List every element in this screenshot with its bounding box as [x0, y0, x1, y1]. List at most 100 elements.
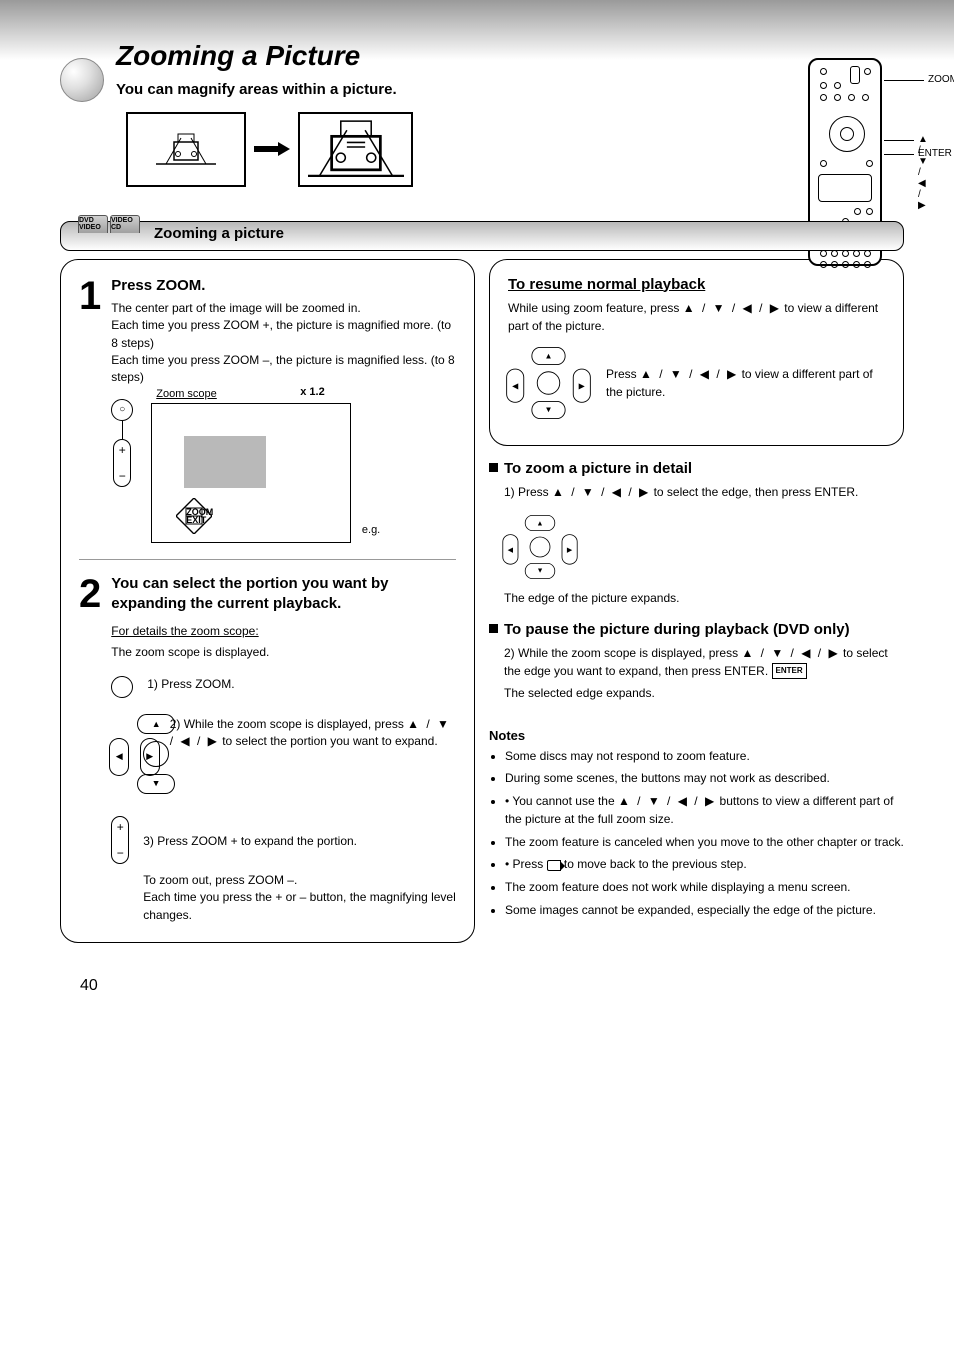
notes-item: • Press to move back to the previous ste…: [505, 855, 904, 874]
enter-button-icon[interactable]: ENTER: [772, 663, 807, 679]
step2-sub3: 3) Press ZOOM + to expand the portion. T…: [143, 816, 456, 924]
arrows-symbols: ▲ / ▼ / ◀ / ▶: [618, 794, 716, 808]
resume-body2: Press ▲ / ▼ / ◀ / ▶ to view a different …: [606, 365, 885, 401]
step2-sub2-pre: 2) While the zoom scope is displayed, pr…: [170, 717, 407, 731]
car-after: [298, 112, 413, 187]
step2-sub1: 1) Press ZOOM.: [147, 676, 234, 693]
notes-item: The zoom feature does not work while dis…: [505, 878, 904, 897]
square-bullet-icon: [489, 624, 498, 633]
pause-body: 2) While the zoom scope is displayed, pr…: [504, 644, 904, 680]
rc-button: [848, 94, 855, 101]
zoom-example: [126, 112, 904, 187]
rc-label-dir: ▲ / ▼ / ◀ / ▶: [918, 134, 928, 211]
leader-line: [884, 80, 924, 81]
rc-button: [864, 68, 871, 75]
rc-button: [820, 94, 827, 101]
tether-line: [122, 421, 124, 439]
step2-detail-label: For details the zoom scope:: [111, 624, 456, 638]
step2-sub3-desc: To zoom out, press ZOOM –. Each time you…: [143, 873, 456, 922]
zoom-button-icon[interactable]: ○: [111, 399, 133, 421]
divider: [79, 559, 456, 560]
resume-pre: While using zoom feature, press: [508, 301, 683, 315]
notes-block: Notes Some discs may not respond to zoom…: [489, 728, 904, 920]
square-bullet-icon: [489, 463, 498, 472]
detail-head: To zoom a picture in detail: [504, 460, 904, 477]
plus-icon: +: [119, 444, 126, 456]
notes-item: Some discs may not respond to zoom featu…: [505, 747, 904, 766]
rc-button: [820, 82, 827, 89]
arrows-symbols: ▲ / ▼ / ◀ / ▶: [640, 367, 738, 381]
step-num-2: 2: [79, 574, 101, 614]
left-panel: 1 Press ZOOM. The center part of the ima…: [60, 259, 475, 943]
pause-pre: 2) While the zoom scope is displayed, pr…: [504, 646, 741, 660]
notes-pre: • You cannot use the: [505, 794, 618, 808]
car-before-icon: [156, 124, 216, 170]
osd-frame: Zoom scope x 1.2 ZOOM: [151, 403, 351, 543]
osd-example-label: e.g.: [362, 524, 380, 536]
detail-step1-pre: 1) Press: [504, 485, 552, 499]
return-button-icon[interactable]: [547, 860, 561, 871]
detail-step1-desc: The edge of the picture expands.: [504, 589, 904, 607]
dpad-icon[interactable]: ▲ ▲ ◀ ▶: [111, 716, 157, 792]
notes-item: The zoom feature is canceled when you mo…: [505, 833, 904, 852]
step2-sub2-post: to select the portion you want to expand…: [219, 734, 438, 748]
detail-step1-post: to select the edge, then press ENTER.: [650, 485, 858, 499]
right-panel-top: To resume normal playback While using zo…: [489, 259, 904, 446]
notes-title: Notes: [489, 728, 904, 743]
notes-item: • You cannot use the ▲ / ▼ / ◀ / ▶ butto…: [505, 792, 904, 829]
car-before: [126, 112, 246, 187]
plus-icon: +: [117, 821, 124, 833]
minus-icon: −: [119, 470, 126, 482]
arrows-symbols: ▲ / ▼ / ◀ / ▶: [552, 485, 650, 499]
arrow-between-icon: [252, 142, 292, 156]
osd-shade: [184, 436, 266, 488]
rc-button: [866, 160, 873, 167]
zoom-rocker-icon[interactable]: + −: [111, 816, 129, 864]
rc-button: [862, 94, 869, 101]
osd-magnification: x 1.2: [300, 386, 324, 398]
detail-zoom-block: To zoom a picture in detail 1) Press ▲ /…: [489, 460, 904, 607]
section-sphere: [60, 58, 104, 102]
dpad-icon[interactable]: ▲ ▲ ◀ ▶: [508, 348, 589, 416]
return-pre: • Press: [505, 857, 547, 871]
rc-label-zoom: ZOOM: [928, 74, 954, 85]
zoom-button-icon[interactable]: [111, 676, 133, 698]
pause-block: To pause the picture during playback (DV…: [489, 621, 904, 702]
pause-body2: The selected edge expands.: [504, 684, 904, 702]
dpad-icon[interactable]: ▲ ▲ ◀ ▶: [504, 516, 576, 577]
rc-label-enter: ENTER: [918, 148, 952, 159]
step2-detail-line: The zoom scope is displayed.: [111, 644, 456, 661]
rc-button: [834, 94, 841, 101]
tabbar: DVD VIDEO VIDEO CD Zooming a picture: [60, 215, 904, 251]
tab-chip-vcd: VIDEO CD: [110, 215, 140, 233]
page-title: Zooming a Picture: [116, 40, 904, 72]
osd-title: Zoom scope: [156, 388, 217, 400]
leader-line: [884, 140, 914, 141]
arrows-symbols: ▲ / ▼ / ◀ / ▶: [741, 646, 839, 660]
page: Zooming a Picture You can magnify areas …: [0, 0, 954, 1025]
rc-display: [818, 174, 872, 202]
page-subtitle: You can magnify areas within a picture.: [116, 80, 904, 100]
arrows-symbols: ▲ / ▼ / ◀ / ▶: [683, 301, 781, 315]
detail-step1: 1) Press ▲ / ▼ / ◀ / ▶ to select the edg…: [504, 483, 904, 501]
step1-desc: The center part of the image will be zoo…: [111, 300, 456, 387]
step-num-1: 1: [79, 276, 101, 316]
notes-item: During some scenes, the buttons may not …: [505, 769, 904, 788]
minus-icon: −: [117, 847, 124, 859]
step-1: 1 Press ZOOM. The center part of the ima…: [79, 276, 456, 543]
step2-title-text: You can select the portion you want by e…: [111, 575, 388, 612]
step-2: 2 You can select the portion you want by…: [79, 574, 456, 924]
step2-sub3-lead: 3) Press ZOOM + to expand the portion.: [143, 833, 456, 850]
rc-button: [820, 160, 827, 167]
step1-title: Press ZOOM.: [111, 276, 456, 296]
zoom-rocker-icon[interactable]: + −: [113, 439, 131, 487]
step2-sub2: 2) While the zoom scope is displayed, pr…: [170, 716, 456, 751]
step2-title: You can select the portion you want by e…: [111, 574, 456, 615]
notes-item: Some images cannot be expanded, especial…: [505, 901, 904, 920]
rc-button: [820, 68, 827, 75]
tabbar-title: Zooming a picture: [154, 225, 284, 242]
leader-line: [884, 154, 914, 155]
columns: 1 Press ZOOM. The center part of the ima…: [60, 259, 904, 955]
rc-zoom-rocker: [850, 66, 860, 84]
rc-dpad-center: [840, 127, 854, 141]
